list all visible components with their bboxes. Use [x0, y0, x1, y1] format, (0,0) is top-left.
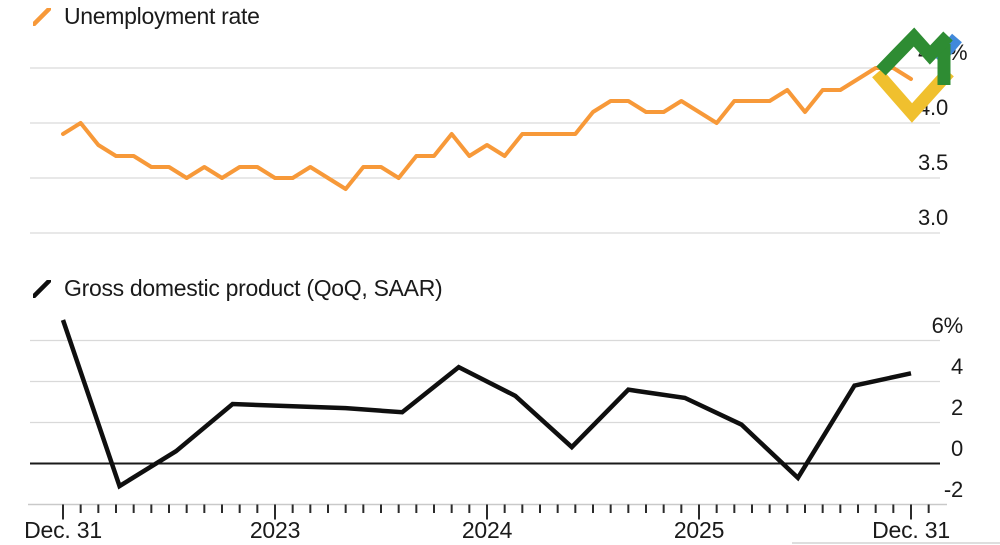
- gdp-line: [60, 319, 912, 490]
- legend-gdp: Gross domestic product (QoQ, SAAR): [33, 275, 443, 302]
- legend-unemployment: Unemployment rate: [33, 3, 260, 30]
- logo-yellow-check: [872, 67, 954, 123]
- legend-gdp-label: Gross domestic product (QoQ, SAAR): [64, 275, 443, 301]
- gdp-line-icon: [33, 279, 51, 298]
- unemployment-line: [61, 66, 913, 191]
- logo-green-zigzag: [876, 27, 953, 76]
- legend-unemployment-label: Unemployment rate: [64, 3, 260, 29]
- unemployment-line-icon: [33, 7, 51, 26]
